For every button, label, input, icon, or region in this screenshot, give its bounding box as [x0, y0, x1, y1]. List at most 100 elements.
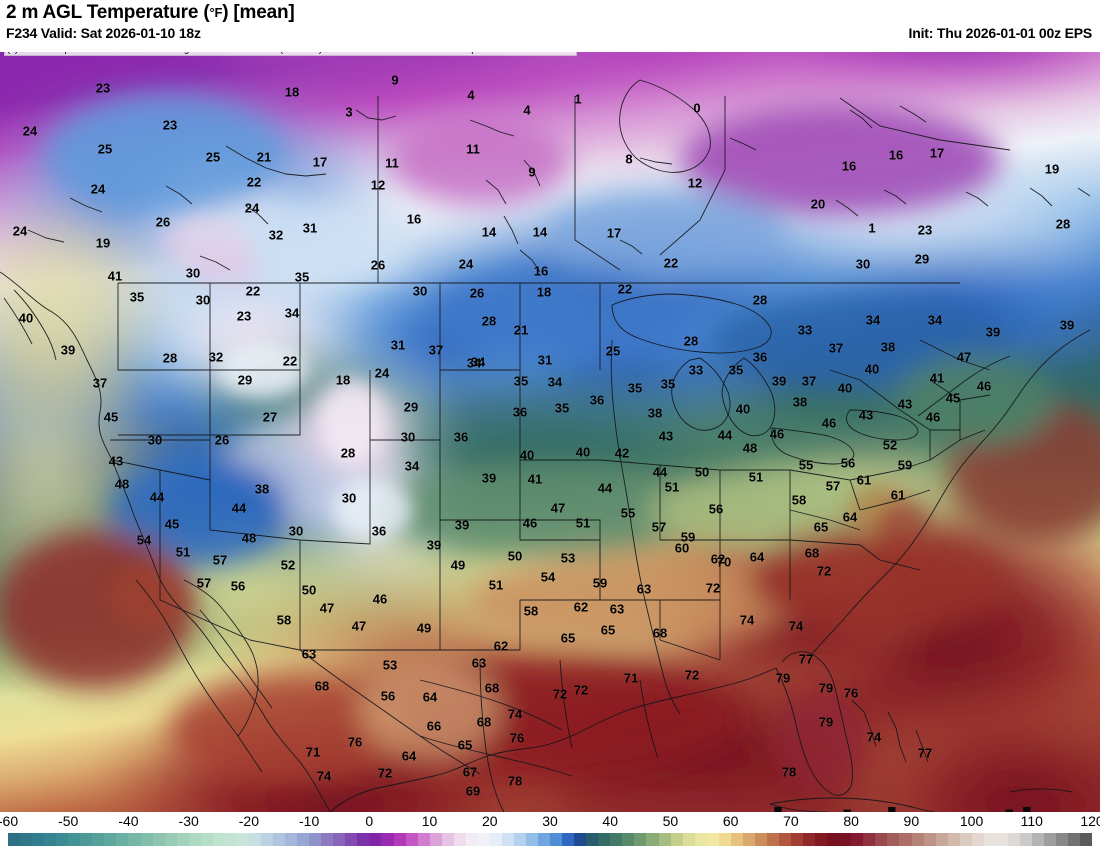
temperature-label: 40 [575, 444, 591, 460]
temperature-label: 71 [305, 744, 321, 760]
temperature-label: 22 [245, 283, 261, 299]
temperature-label: 57 [825, 478, 841, 494]
temperature-label: 36 [752, 349, 768, 365]
temperature-label: 47 [319, 600, 335, 616]
temperature-label: 45 [103, 409, 119, 425]
temperature-label: 47 [956, 349, 972, 365]
colorbar-swatch [1044, 833, 1057, 846]
colorbar-swatch [513, 833, 527, 846]
temperature-label: 49 [450, 557, 466, 573]
colorbar-swatch [550, 833, 563, 846]
colorbar-swatch [779, 833, 792, 846]
colorbar-swatch [863, 833, 876, 846]
colorbar-swatch [357, 833, 370, 846]
colorbar-swatch [1019, 833, 1032, 846]
temperature-label: 78 [507, 773, 523, 789]
temperature-label: 40 [837, 380, 853, 396]
temperature-label: 39 [1059, 317, 1075, 333]
colorbar-swatch [8, 833, 21, 846]
colorbar-swatch [212, 833, 225, 846]
colorbar-swatch [224, 833, 237, 846]
temperature-label: 43 [108, 453, 124, 469]
temperature-label: 37 [801, 373, 817, 389]
temperature-label: 22 [246, 174, 262, 190]
temperature-label: 36 [512, 404, 528, 420]
colorbar-swatch [236, 833, 249, 846]
temperature-label: 68 [804, 545, 820, 561]
colorbar-swatch [610, 833, 623, 846]
temperature-label: 12 [687, 175, 703, 191]
temperature-label: 14 [481, 224, 497, 240]
temperature-label: 41 [527, 471, 543, 487]
temperature-label: 53 [560, 550, 576, 566]
temperature-label: 57 [212, 552, 228, 568]
temperature-label: 44 [652, 464, 668, 480]
colorbar-tick: 80 [843, 813, 859, 829]
temperature-label: 76 [843, 685, 859, 701]
colorbar-gradient[interactable] [8, 833, 1093, 846]
temperature-label: 38 [880, 339, 896, 355]
temperature-label: 17 [929, 145, 945, 161]
colorbar-swatch [152, 833, 165, 846]
colorbar-swatch [68, 833, 81, 846]
colorbar-swatch [947, 833, 960, 846]
colorbar[interactable]: -60 -50 -40 -30 -20 -10 0 10 20 30 40 50 60 70 80 90 100… [0, 812, 1100, 850]
temperature-label: 47 [351, 618, 367, 634]
colorbar-swatch [465, 833, 478, 846]
temperature-label: 52 [280, 557, 296, 573]
temperature-label: 62 [573, 599, 589, 615]
temperature-label: 1 [574, 91, 582, 107]
colorbar-swatch [911, 833, 924, 846]
temperature-label: 25 [97, 141, 113, 157]
colorbar-swatch [935, 833, 948, 846]
temperature-label: 78 [781, 764, 797, 780]
temperature-label: 44 [597, 480, 613, 496]
temperature-label: 18 [335, 372, 351, 388]
temperature-label: 29 [403, 399, 419, 415]
colorbar-swatch [176, 833, 189, 846]
colorbar-swatch [20, 833, 33, 846]
temperature-label: 72 [705, 580, 721, 596]
temperature-label: 35 [728, 362, 744, 378]
temperature-label: 46 [522, 515, 538, 531]
colorbar-swatch [477, 833, 490, 846]
colorbar-swatch [44, 833, 57, 846]
temperature-label: 56 [840, 455, 856, 471]
temperature-label: 12 [370, 177, 386, 193]
colorbar-swatch [92, 833, 105, 846]
temperature-label: 40 [735, 401, 751, 417]
temperature-label: 16 [533, 263, 549, 279]
temperature-label: 74 [507, 706, 523, 722]
temperature-label: 35 [660, 376, 676, 392]
map-viewport[interactable]: 23 18 9 24 23 3 4 4 1 0 25 25 21 17 11 11 9 8 12 16 16 17 19 22… [0, 40, 1100, 812]
colorbar-tick: 0 [365, 813, 374, 829]
colorbar-swatch [694, 833, 707, 846]
temperature-label: 55 [798, 457, 814, 473]
temperature-label: 0 [693, 100, 701, 116]
temperature-label: 41 [107, 268, 123, 284]
colorbar-swatch [923, 833, 936, 846]
colorbar-tick: -30 [178, 813, 199, 829]
colorbar-swatch [405, 833, 418, 846]
temperature-label: 63 [471, 655, 487, 671]
temperature-label: 63 [609, 601, 625, 617]
temperature-label: 74 [316, 768, 332, 784]
temperature-label: 59 [680, 529, 696, 545]
temperature-label: 58 [276, 612, 292, 628]
colorbar-swatch [851, 833, 864, 846]
temperature-label: 28 [1055, 216, 1071, 232]
pivotal-weather-logo: pivtal weather [742, 804, 1095, 813]
colorbar-tick: 20 [481, 813, 498, 829]
colorbar-swatch [682, 833, 695, 846]
colorbar-swatch [899, 833, 912, 846]
temperature-label: 76 [347, 734, 363, 750]
colorbar-swatch [959, 833, 972, 846]
temperature-label: 30 [185, 265, 201, 281]
colorbar-tick: 100 [959, 813, 984, 829]
temperature-label: 37 [92, 375, 108, 391]
temperature-label: 65 [457, 737, 473, 753]
temperature-label: 46 [925, 409, 941, 425]
temperature-label: 74 [788, 618, 804, 634]
temperature-label: 65 [813, 519, 829, 535]
temperature-label: 34 [470, 354, 486, 370]
